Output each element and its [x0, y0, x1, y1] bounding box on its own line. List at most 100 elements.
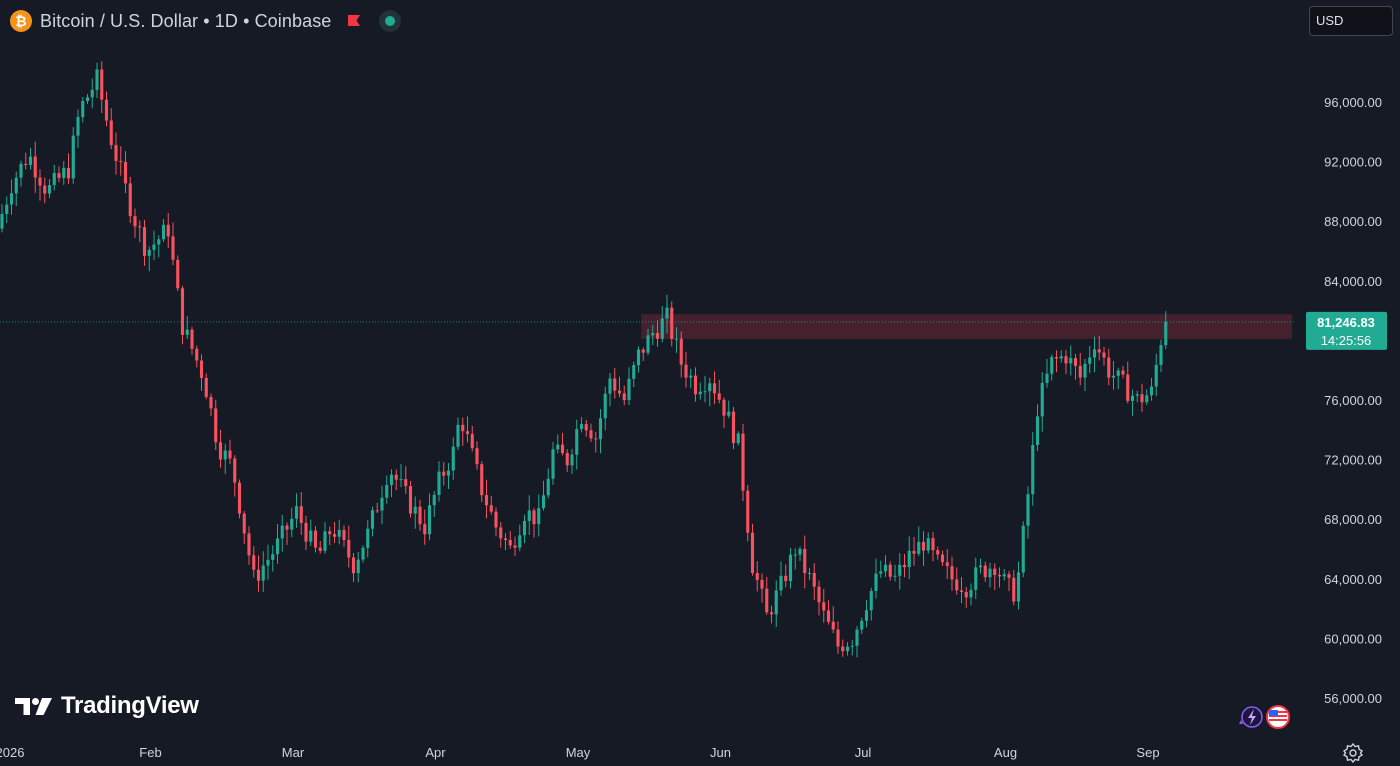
candle[interactable] [608, 372, 612, 407]
candle[interactable] [176, 255, 180, 292]
candle[interactable] [228, 439, 232, 465]
candle[interactable] [1083, 359, 1087, 392]
candle[interactable] [351, 553, 356, 582]
market-open-status-icon[interactable] [379, 10, 402, 32]
candle[interactable] [294, 493, 299, 528]
candle[interactable] [959, 577, 964, 604]
candle[interactable] [337, 519, 341, 545]
candle[interactable] [807, 567, 812, 580]
candle[interactable] [408, 480, 413, 518]
candle[interactable] [223, 443, 227, 475]
candle[interactable] [266, 544, 270, 580]
candle[interactable] [746, 484, 750, 542]
candle[interactable] [670, 301, 674, 347]
candle[interactable] [632, 361, 636, 388]
candle[interactable] [356, 551, 360, 583]
candle[interactable] [708, 377, 712, 407]
candle[interactable] [575, 419, 579, 470]
candle[interactable] [81, 97, 85, 123]
candle[interactable] [456, 417, 460, 451]
chart-settings-gear-icon[interactable] [1342, 742, 1364, 764]
candle[interactable] [741, 423, 745, 501]
candle[interactable] [33, 141, 37, 193]
candle[interactable] [912, 536, 916, 566]
candle[interactable] [47, 179, 52, 199]
candle[interactable] [921, 531, 926, 566]
candle[interactable] [1088, 345, 1092, 374]
candle[interactable] [627, 367, 631, 406]
us-flag-icon[interactable] [1266, 705, 1290, 729]
candle[interactable] [955, 567, 959, 595]
candle[interactable] [85, 93, 90, 104]
candle[interactable] [1059, 350, 1063, 363]
candle[interactable] [133, 208, 137, 238]
candle[interactable] [826, 600, 831, 625]
candle[interactable] [290, 507, 294, 538]
candle[interactable] [328, 526, 332, 546]
candle[interactable] [841, 639, 845, 657]
candle[interactable] [451, 437, 455, 480]
candle[interactable] [1135, 390, 1139, 403]
candle[interactable] [565, 449, 569, 472]
candle[interactable] [1012, 569, 1016, 606]
candle[interactable] [765, 576, 769, 615]
candle[interactable] [389, 469, 394, 498]
candle[interactable] [19, 160, 23, 187]
candle[interactable] [1116, 367, 1120, 390]
candle[interactable] [537, 494, 541, 537]
candle[interactable] [1016, 561, 1021, 610]
candle[interactable] [636, 346, 641, 373]
candle[interactable] [988, 562, 992, 588]
candle[interactable] [423, 509, 427, 545]
candle[interactable] [214, 399, 218, 451]
candle[interactable] [969, 583, 973, 606]
candle[interactable] [879, 560, 883, 578]
candle[interactable] [484, 479, 489, 519]
candle[interactable] [836, 621, 840, 654]
candle[interactable] [109, 108, 113, 150]
candle[interactable] [1069, 345, 1073, 376]
candle[interactable] [323, 522, 327, 554]
candle[interactable] [413, 496, 417, 529]
candle[interactable] [1078, 352, 1082, 386]
candle[interactable] [95, 62, 99, 99]
candle[interactable] [347, 525, 351, 568]
candle[interactable] [803, 535, 807, 589]
candle[interactable] [917, 526, 921, 557]
candle[interactable] [1130, 389, 1135, 416]
candle[interactable] [394, 469, 398, 491]
candle[interactable] [1111, 360, 1116, 390]
candle[interactable] [722, 397, 726, 428]
candle[interactable] [0, 204, 4, 233]
candle[interactable] [603, 386, 607, 431]
candle[interactable] [185, 316, 189, 340]
candle[interactable] [926, 532, 930, 554]
candle[interactable] [1073, 354, 1078, 380]
candle[interactable] [261, 551, 265, 592]
candle[interactable] [404, 466, 408, 494]
candle[interactable] [1064, 350, 1068, 375]
candle[interactable] [684, 351, 688, 388]
candle[interactable] [513, 536, 517, 557]
candle[interactable] [974, 557, 978, 599]
candle[interactable] [641, 347, 645, 361]
bottom-right-badges[interactable] [1236, 704, 1292, 732]
candle[interactable] [138, 220, 142, 243]
candle[interactable] [594, 432, 598, 453]
candle[interactable] [1054, 350, 1059, 373]
candle[interactable] [1031, 432, 1035, 506]
flag-icon[interactable] [347, 14, 361, 28]
candle[interactable] [712, 371, 717, 405]
candle[interactable] [698, 382, 702, 400]
candle[interactable] [204, 373, 208, 400]
candle[interactable] [256, 555, 261, 592]
candle[interactable] [584, 419, 588, 437]
candle[interactable] [233, 455, 237, 497]
candle[interactable] [940, 550, 945, 567]
candle[interactable] [209, 393, 213, 417]
candle[interactable] [793, 548, 797, 570]
candle[interactable] [380, 485, 384, 525]
candle[interactable] [52, 164, 56, 191]
candle[interactable] [703, 375, 707, 403]
